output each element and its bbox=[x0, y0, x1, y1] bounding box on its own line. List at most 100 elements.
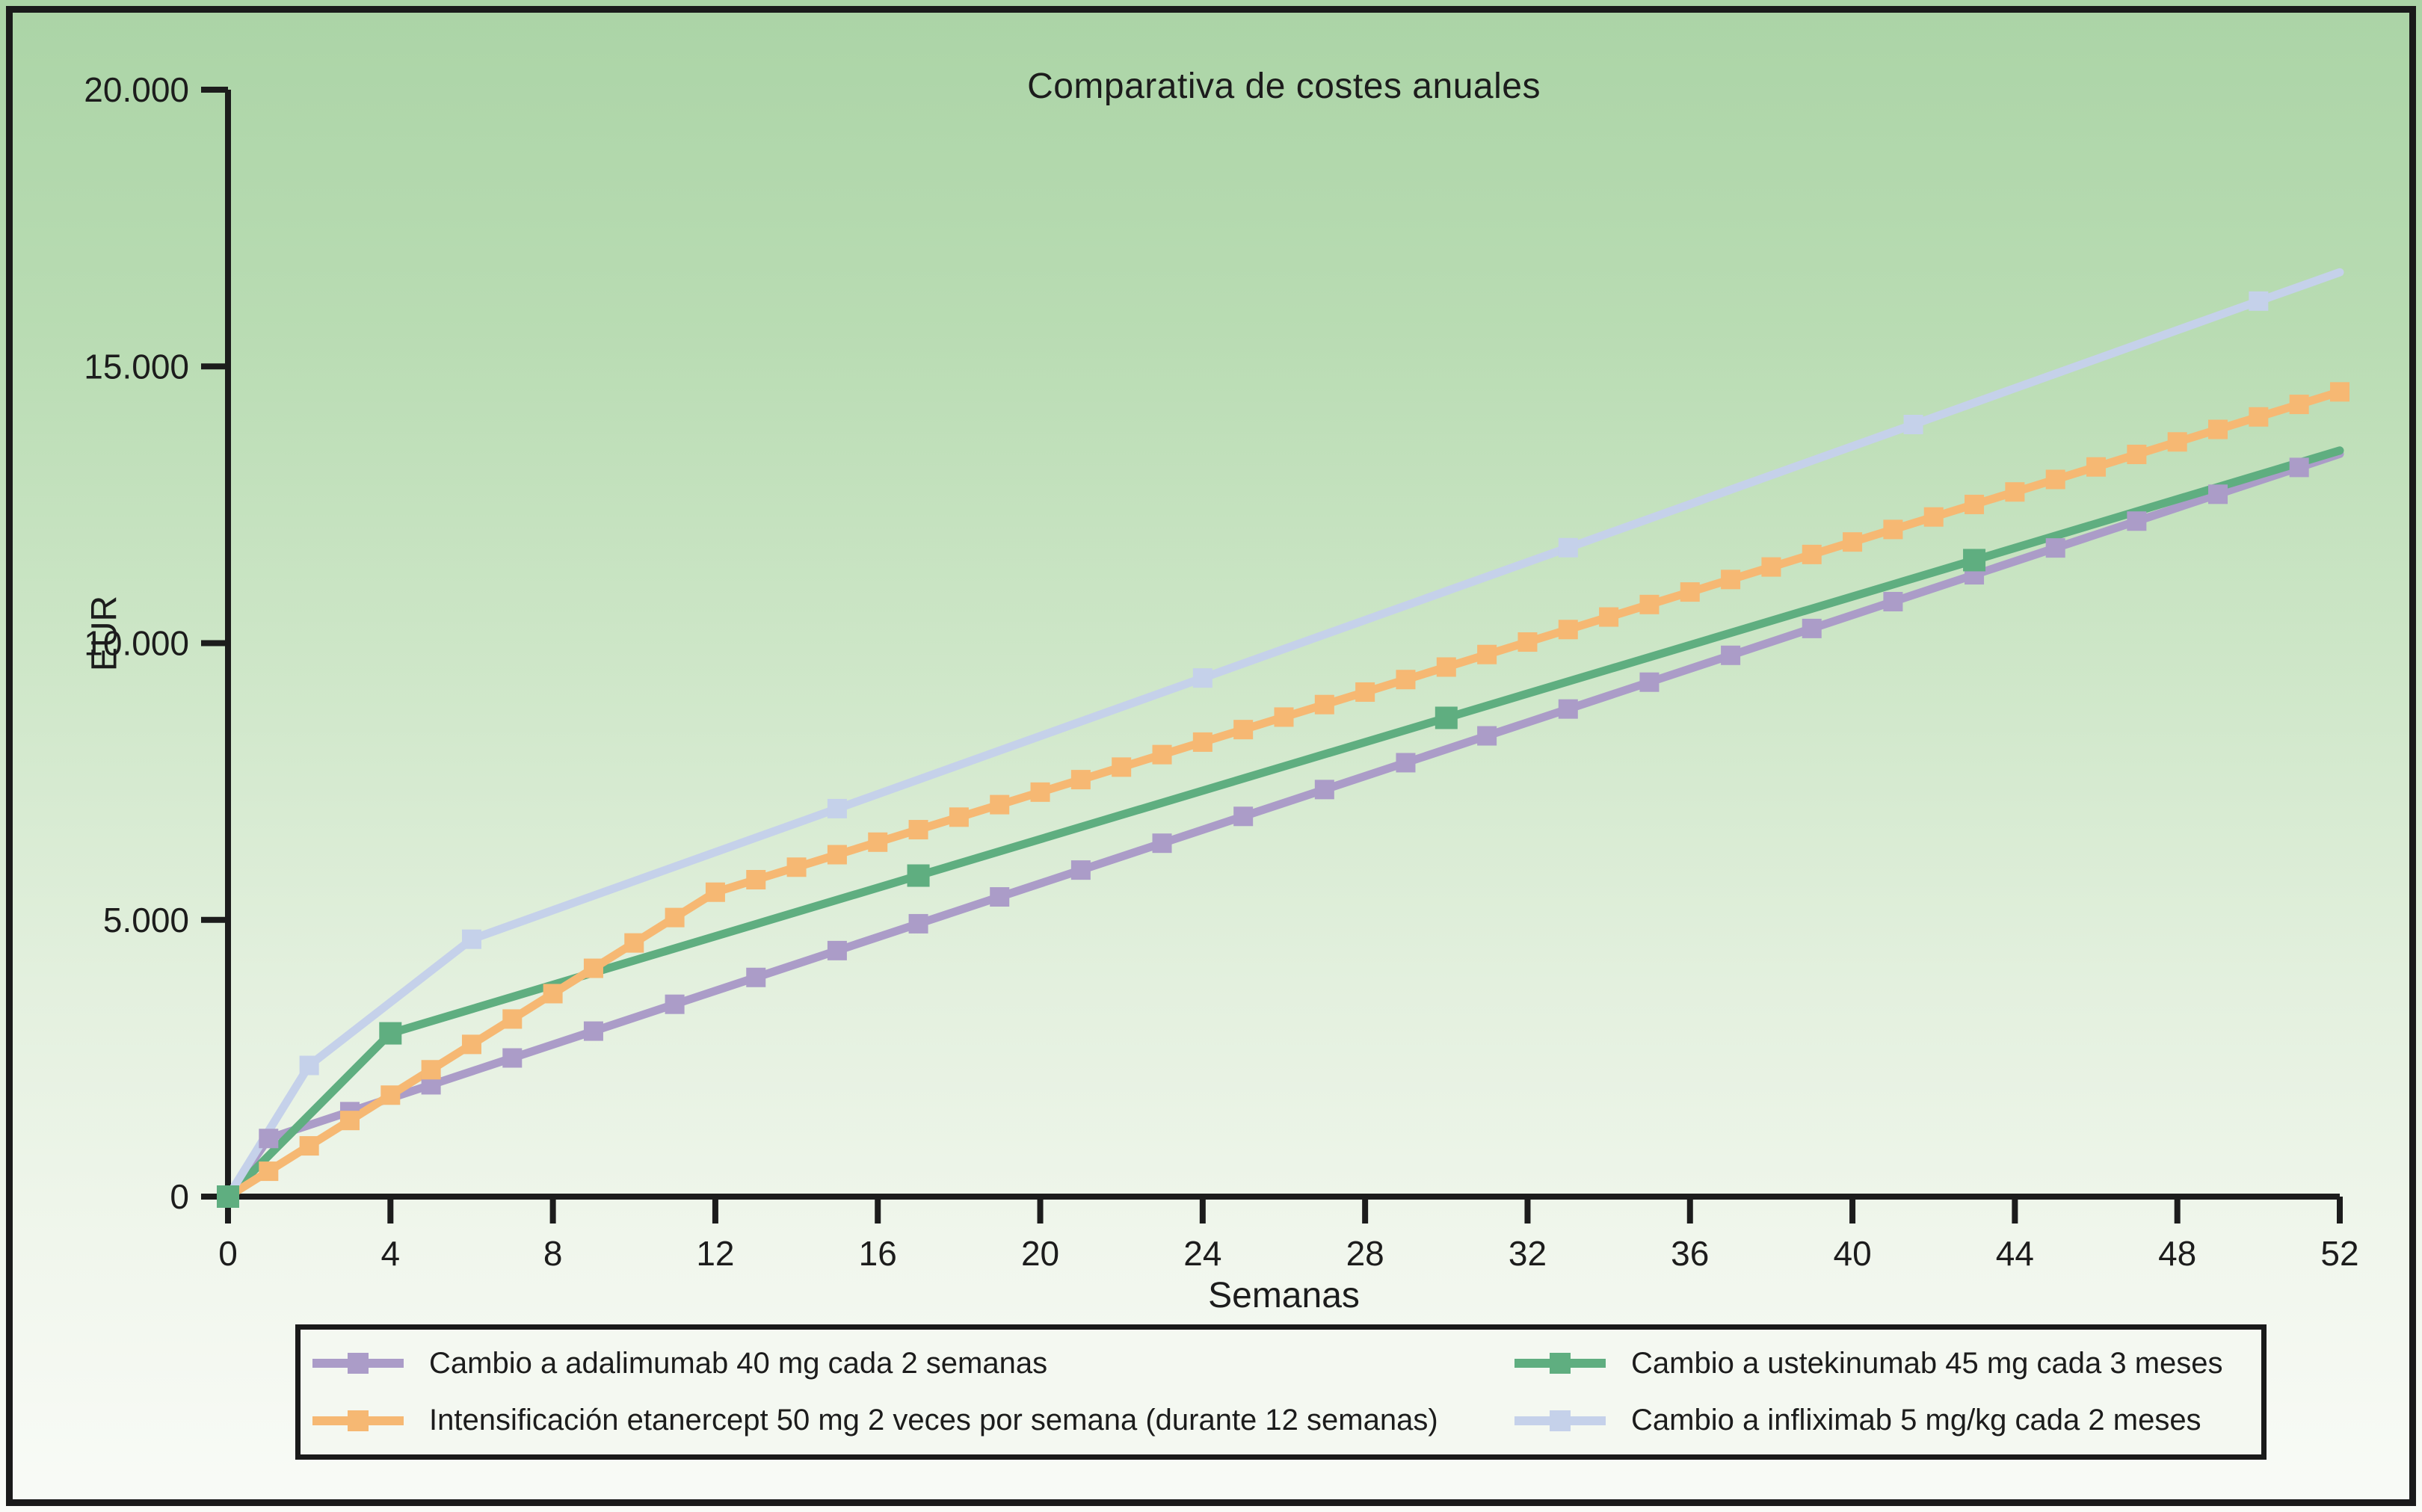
x-tick-label: 4 bbox=[381, 1234, 401, 1273]
series-marker-3 bbox=[1903, 415, 1923, 435]
series-marker-2 bbox=[624, 933, 644, 953]
series-marker-1 bbox=[217, 1185, 239, 1208]
series-marker-2 bbox=[827, 845, 847, 865]
series-marker-0 bbox=[2045, 538, 2065, 558]
series-marker-3 bbox=[1558, 537, 1578, 558]
series-marker-2 bbox=[1396, 670, 1416, 690]
series-marker-2 bbox=[1639, 594, 1660, 614]
series-marker-1 bbox=[1963, 549, 1986, 572]
series-marker-2 bbox=[502, 1009, 523, 1029]
series-marker-3 bbox=[2249, 291, 2269, 311]
legend-square-marker-icon bbox=[1550, 1410, 1571, 1431]
series-marker-1 bbox=[907, 864, 930, 887]
series-marker-0 bbox=[1802, 618, 1822, 638]
series-marker-2 bbox=[1233, 720, 1254, 740]
series-marker-2 bbox=[421, 1060, 441, 1080]
series-marker-2 bbox=[259, 1161, 279, 1182]
series-marker-0 bbox=[1883, 591, 1903, 611]
series-marker-2 bbox=[1843, 532, 1863, 552]
series-marker-2 bbox=[380, 1085, 401, 1105]
series-marker-2 bbox=[1112, 757, 1132, 777]
axes-lines bbox=[225, 90, 2340, 1200]
series-marker-0 bbox=[1152, 833, 1172, 854]
series-marker-2 bbox=[2086, 457, 2107, 477]
series-marker-2 bbox=[1517, 632, 1538, 652]
series-marker-0 bbox=[827, 940, 847, 960]
x-tick-label: 12 bbox=[696, 1234, 734, 1273]
series-marker-0 bbox=[1233, 806, 1254, 827]
x-tick-label: 8 bbox=[543, 1234, 563, 1273]
series-marker-2 bbox=[2005, 482, 2025, 502]
series-marker-2 bbox=[299, 1136, 319, 1156]
legend-swatch-etanercept bbox=[312, 1406, 404, 1436]
series-marker-2 bbox=[786, 857, 807, 877]
series-marker-0 bbox=[1396, 753, 1416, 773]
x-tick-label: 52 bbox=[2320, 1234, 2358, 1273]
x-tick-label: 28 bbox=[1346, 1234, 1384, 1273]
series-marker-2 bbox=[1070, 770, 1091, 790]
legend-label-adalimumab: Cambio a adalimumab 40 mg cada 2 semanas bbox=[429, 1346, 1048, 1380]
series-marker-0 bbox=[1314, 780, 1334, 800]
series-marker-0 bbox=[502, 1048, 523, 1068]
series-marker-2 bbox=[1355, 682, 1375, 702]
series-marker-0 bbox=[2208, 484, 2228, 504]
x-tick-label: 20 bbox=[1021, 1234, 1059, 1273]
series-marker-2 bbox=[1152, 744, 1172, 765]
legend-label-infliximab: Cambio a infliximab 5 mg/kg cada 2 meses bbox=[1631, 1404, 2201, 1437]
series-marker-0 bbox=[665, 994, 685, 1014]
series-marker-2 bbox=[1721, 570, 1741, 590]
x-tick-label: 24 bbox=[1183, 1234, 1221, 1273]
legend-label-etanercept: Intensificación etanercept 50 mg 2 veces… bbox=[429, 1404, 1438, 1437]
series-marker-2 bbox=[2208, 419, 2228, 439]
series-marker-2 bbox=[2127, 444, 2147, 464]
y-tick-label: 10.000 bbox=[84, 624, 189, 663]
chart-title: Comparativa de costes anuales bbox=[1027, 67, 1541, 106]
series-marker-3 bbox=[461, 929, 481, 949]
y-tick-label: 0 bbox=[170, 1177, 189, 1216]
legend-entry-etanercept: Intensificación etanercept 50 mg 2 veces… bbox=[301, 1398, 1503, 1444]
series-marker-2 bbox=[1477, 644, 1497, 664]
series-line-1 bbox=[224, 446, 2344, 1201]
series-marker-2 bbox=[1314, 694, 1334, 715]
series-marker-2 bbox=[1030, 782, 1050, 802]
legend-square-marker-icon bbox=[348, 1410, 369, 1431]
series-marker-2 bbox=[2330, 382, 2349, 402]
legend-entry-infliximab: Cambio a infliximab 5 mg/kg cada 2 meses bbox=[1503, 1398, 2261, 1444]
legend-swatch-adalimumab bbox=[312, 1348, 404, 1378]
y-tick-label: 20.000 bbox=[84, 70, 189, 109]
series-marker-0 bbox=[259, 1129, 279, 1149]
series-marker-2 bbox=[908, 820, 928, 840]
x-tick-label: 36 bbox=[1671, 1234, 1709, 1273]
series-marker-2 bbox=[705, 882, 725, 902]
series-marker-2 bbox=[2249, 407, 2269, 427]
x-tick-label: 0 bbox=[218, 1234, 238, 1273]
series-marker-2 bbox=[2289, 395, 2309, 415]
legend-square-marker-icon bbox=[1550, 1353, 1571, 1374]
series-marker-2 bbox=[2045, 469, 2065, 490]
legend-label-ustekinumab: Cambio a ustekinumab 45 mg cada 3 meses bbox=[1631, 1346, 2223, 1380]
series-marker-2 bbox=[1192, 732, 1212, 752]
series-marker-2 bbox=[1923, 507, 1944, 527]
chart-legend: Cambio a adalimumab 40 mg cada 2 semanas… bbox=[295, 1324, 2267, 1460]
series-marker-2 bbox=[990, 794, 1010, 815]
legend-swatch-infliximab bbox=[1514, 1406, 1606, 1436]
series-marker-0 bbox=[2127, 511, 2147, 531]
y-tick-label: 15.000 bbox=[84, 347, 189, 386]
series-marker-2 bbox=[1558, 620, 1578, 640]
legend-entry-ustekinumab: Cambio a ustekinumab 45 mg cada 3 meses bbox=[1503, 1340, 2261, 1386]
series-marker-2 bbox=[1883, 519, 1903, 540]
x-tick-label: 48 bbox=[2158, 1234, 2196, 1273]
series-marker-2 bbox=[1965, 494, 1985, 514]
series-marker-2 bbox=[1680, 582, 1700, 602]
series-marker-2 bbox=[583, 958, 603, 978]
series-line-2 bbox=[224, 387, 2344, 1201]
legend-entry-adalimumab: Cambio a adalimumab 40 mg cada 2 semanas bbox=[301, 1340, 1503, 1386]
series-marker-2 bbox=[543, 984, 563, 1004]
series-marker-0 bbox=[1558, 699, 1578, 719]
series-marker-0 bbox=[1477, 726, 1497, 746]
series-marker-0 bbox=[908, 913, 928, 934]
series-marker-2 bbox=[1274, 707, 1294, 727]
series-marker-3 bbox=[1192, 668, 1212, 688]
